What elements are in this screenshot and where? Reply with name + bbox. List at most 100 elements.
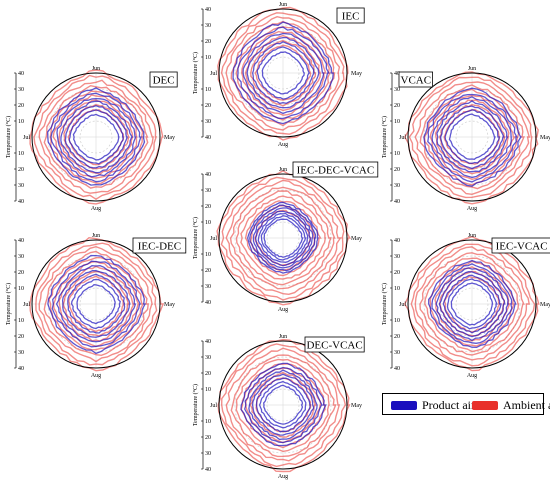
radial-tick-label: 40 [18, 238, 24, 244]
angle-label-jul: Jul [23, 135, 30, 141]
series-loop [446, 278, 498, 330]
polar-panel-dec-vcac: Jun May Aug Jul 40 30 20 10 10 20 30 40 Temperature … [192, 334, 365, 480]
series-loop [33, 74, 158, 201]
angle-label-may: May [164, 135, 175, 141]
series-loop [237, 26, 330, 120]
legend-swatch-ambient-air [472, 400, 498, 410]
series-loop [52, 260, 140, 348]
outer-ring [218, 173, 348, 303]
panel-title-box [398, 71, 433, 88]
radial-tick-label: 40 [205, 172, 211, 178]
series-loop [58, 265, 136, 342]
panel-title-box [149, 71, 178, 88]
panel-title-box [132, 237, 187, 254]
radial-tick-label: 20 [394, 334, 400, 340]
series-loop [249, 204, 317, 272]
radial-tick-label: 20 [18, 270, 24, 276]
legend-item-product-air: Product air [391, 398, 475, 412]
series-loop [423, 87, 523, 187]
series-loop [263, 218, 304, 258]
series-loop [414, 246, 531, 361]
radial-tick-label: 40 [205, 7, 211, 13]
angle-label-jul: Jul [210, 236, 217, 242]
radial-tick-label: 40 [394, 238, 400, 244]
radial-tick-label: 30 [205, 451, 211, 457]
series-loop [76, 284, 116, 325]
series-loop [434, 99, 510, 175]
series-loop [232, 21, 334, 125]
radial-tick-label: 40 [205, 135, 211, 141]
series-loop [252, 207, 314, 269]
series-loop [424, 257, 520, 353]
series-loop [431, 96, 512, 179]
series-loop [243, 366, 324, 444]
radial-tick-label: 20 [205, 204, 211, 210]
series-loop [248, 369, 318, 441]
series-loop [235, 358, 330, 453]
series-loop [427, 93, 518, 183]
panel-title-box [491, 237, 550, 254]
panel-title: VCAC [401, 75, 432, 87]
radial-tick-label: 30 [18, 350, 24, 356]
series-loop [419, 252, 525, 356]
radial-tick-label: 30 [18, 254, 24, 260]
series-loop [250, 39, 317, 107]
radial-tick-label: 20 [205, 39, 211, 45]
panel-title-box [292, 161, 379, 178]
angle-label-aug: Aug [91, 206, 101, 212]
angle-label-jun: Jun [279, 334, 287, 340]
angle-label-jul: Jul [210, 403, 217, 409]
series-loop [216, 170, 351, 306]
series-loop [240, 195, 327, 280]
angle-label-aug: Aug [467, 206, 477, 212]
radial-tick-label: 20 [205, 268, 211, 274]
series-loop [51, 260, 142, 348]
series-loop [450, 282, 494, 326]
series-loop [56, 97, 137, 178]
series-loop [38, 79, 154, 194]
radial-tick-label: 20 [18, 334, 24, 340]
radial-tick-label: 10 [394, 318, 400, 324]
radial-tick-label: 30 [394, 87, 400, 93]
angle-label-aug: Aug [467, 373, 477, 379]
outer-ring [218, 8, 348, 138]
radial-tick-label: 20 [394, 270, 400, 276]
series-loop [431, 263, 513, 344]
radial-axis-label: Temperature (°C) [192, 384, 199, 426]
radial-axis-label: Temperature (°C) [381, 116, 388, 158]
series-loop [448, 113, 496, 160]
radial-axis-label: Temperature (°C) [192, 52, 199, 94]
series-loop [240, 30, 327, 116]
series-loop [50, 92, 142, 183]
series-loop [43, 84, 149, 189]
radial-tick-label: 20 [394, 167, 400, 173]
series-loop [403, 71, 539, 205]
radial-axis-label: Temperature (°C) [5, 116, 12, 158]
radial-tick-label: 10 [18, 119, 24, 125]
outer-ring [31, 72, 161, 202]
series-loop [438, 271, 506, 338]
radial-tick-label: 30 [205, 284, 211, 290]
series-loop [62, 270, 130, 337]
angle-label-jun: Jun [92, 66, 100, 72]
angle-label-jun: Jun [468, 233, 476, 239]
radial-tick-label: 10 [394, 119, 400, 125]
series-loop [410, 243, 536, 367]
angle-label-jul: Jul [23, 302, 30, 308]
series-loop [220, 343, 347, 468]
series-loop [258, 380, 307, 429]
panel-title-box [336, 7, 365, 24]
series-loop [251, 373, 315, 436]
radial-tick-label: 40 [18, 71, 24, 77]
polar-panel-iec-dec: Jun May Aug Jul 40 30 20 10 10 20 30 40 Temperature … [5, 233, 187, 379]
angle-label-aug: Aug [91, 373, 101, 379]
series-loop [443, 275, 502, 333]
radial-tick-label: 20 [18, 167, 24, 173]
series-loop [225, 15, 341, 131]
radial-tick-label: 30 [394, 350, 400, 356]
series-loop [428, 259, 517, 349]
series-loop [429, 94, 516, 181]
series-loop [68, 109, 124, 165]
radial-tick-label: 40 [205, 339, 211, 345]
radial-tick-label: 20 [18, 103, 24, 109]
